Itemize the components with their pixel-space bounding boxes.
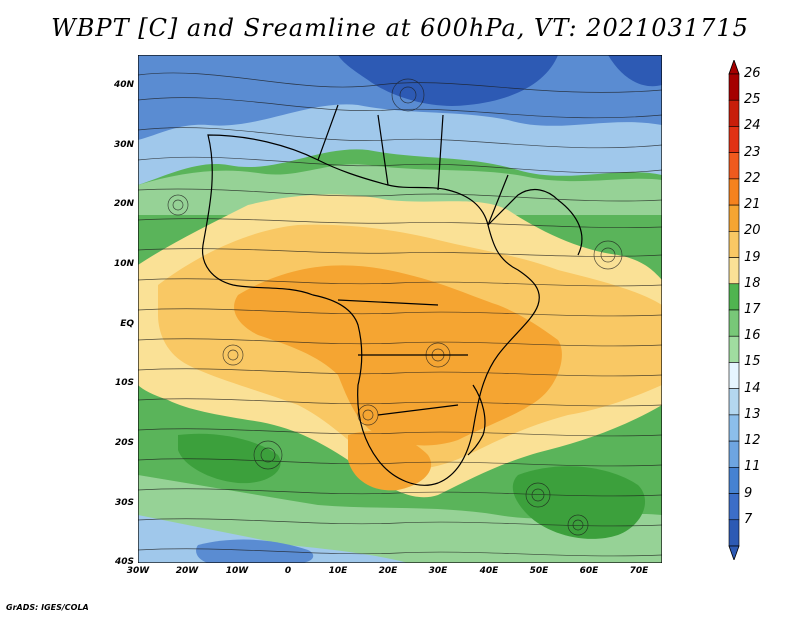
lat-label-10s: 10S — [114, 378, 134, 388]
lon-label-10w: 10W — [225, 566, 249, 576]
colorbar-segment — [728, 178, 740, 206]
lat-label-eq: EQ — [120, 319, 134, 329]
lat-label-20s: 20S — [114, 438, 134, 448]
colorbar-segment — [728, 126, 740, 153]
lon-label-70e: 70E — [629, 566, 649, 576]
colorbar-segment — [728, 519, 740, 547]
lat-label-30s: 30S — [114, 498, 134, 508]
colorbar-label: 16 — [744, 328, 761, 344]
colorbar-label: 23 — [744, 144, 761, 160]
lon-label-20w: 20W — [175, 566, 199, 576]
lat-label-10n: 10N — [113, 259, 134, 269]
colorbar-segment — [728, 283, 740, 311]
colorbar-segment — [728, 152, 740, 180]
colorbar-segment — [728, 493, 740, 521]
colorbar-label: 13 — [744, 406, 761, 422]
lon-label-30e: 30E — [428, 566, 448, 576]
colorbar-label: 9 — [744, 485, 753, 501]
colorbar-label: 25 — [744, 92, 761, 108]
colorbar-label: 11 — [744, 459, 761, 475]
colorbar-label: 20 — [744, 223, 761, 239]
colorbar-segment — [728, 73, 740, 101]
colorbar-label: 7 — [744, 511, 753, 527]
colorbar-label: 24 — [744, 118, 761, 134]
colorbar-segment — [728, 414, 740, 442]
lon-label-20e: 20E — [378, 566, 398, 576]
coastlines — [202, 104, 583, 486]
colorbar-segment — [728, 99, 740, 127]
colorbar-label: 12 — [744, 433, 761, 449]
lon-label-60e: 60E — [579, 566, 599, 576]
streamlines — [138, 72, 662, 557]
colorbar-min-arrow — [728, 545, 740, 560]
lon-label-0: 0 — [284, 566, 292, 576]
grads-credit: GrADS: IGES/COLA — [6, 603, 89, 612]
lon-label-10e: 10E — [328, 566, 348, 576]
colorbar-label: 18 — [744, 275, 761, 291]
colorbar — [728, 60, 740, 560]
colorbar-segment — [728, 309, 740, 337]
lat-label-30n: 30N — [113, 140, 134, 150]
lon-label-50e: 50E — [529, 566, 549, 576]
lon-label-30w: 30W — [126, 566, 150, 576]
colorbar-label: 19 — [744, 249, 761, 265]
colorbar-label: 21 — [744, 197, 761, 213]
colorbar-label: 17 — [744, 302, 761, 317]
colorbar-segment — [728, 467, 740, 494]
colorbar-label: 14 — [744, 380, 761, 396]
colorbar-segment — [728, 204, 740, 232]
map-panel — [138, 55, 662, 563]
chart-title: WBPT [C] and Sreamline at 600hPa, VT: 20… — [51, 14, 749, 42]
colorbar-max-arrow — [728, 60, 740, 75]
lat-label-40n: 40N — [113, 80, 134, 90]
colorbar-label: 15 — [744, 354, 761, 370]
colorbar-segment — [728, 231, 740, 258]
lat-label-40s: 40S — [114, 557, 134, 567]
colorbar-segment — [728, 440, 740, 468]
colorbar-segment — [728, 335, 740, 363]
colorbar-label: 22 — [744, 170, 761, 186]
colorbar-segment — [728, 257, 740, 285]
lat-label-20n: 20N — [113, 199, 134, 209]
lon-label-40e: 40E — [479, 566, 499, 576]
colorbar-segment — [728, 362, 740, 389]
colorbar-segment — [728, 388, 740, 416]
colorbar-label: 26 — [744, 66, 761, 81]
